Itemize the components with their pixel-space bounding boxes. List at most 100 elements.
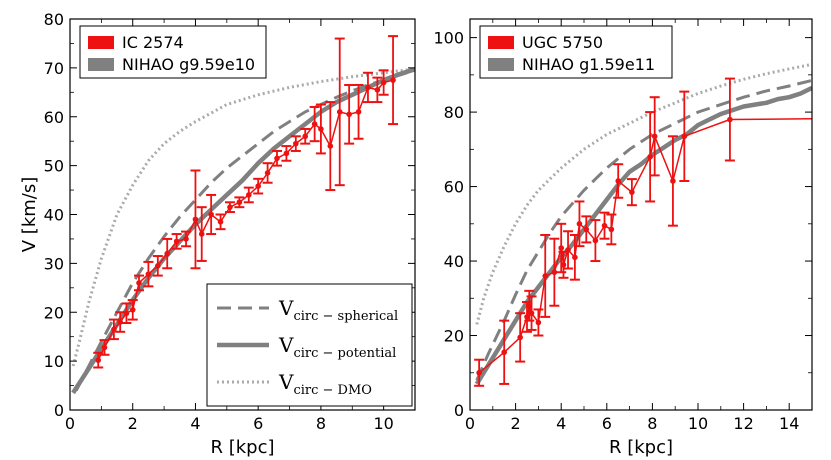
- model-legend-v: V: [278, 370, 294, 394]
- observed-point: [572, 254, 578, 261]
- y-tick-label: 100: [433, 29, 464, 48]
- series-spherical-line: [74, 68, 415, 392]
- observed-point: [327, 143, 334, 149]
- observed-point: [629, 189, 635, 195]
- model-legend-v: V: [278, 333, 294, 357]
- observed-point: [576, 221, 583, 227]
- series-legend: IC 2574 NIHAO g9.59e10: [79, 25, 267, 79]
- y-tick-label: 40: [44, 206, 64, 225]
- legend-swatch-observed: [488, 36, 514, 49]
- observed-point: [374, 87, 381, 93]
- observed-point: [390, 77, 396, 83]
- legend-label: UGC 5750: [522, 33, 603, 52]
- legend-swatch-potential: [88, 58, 114, 71]
- observed-point: [164, 250, 171, 257]
- observed-point: [302, 133, 309, 140]
- observed-point: [283, 150, 290, 157]
- observed-point: [615, 178, 621, 184]
- observed-point: [651, 133, 658, 140]
- plot-area: [71, 35, 415, 395]
- y-tick-label: 70: [44, 59, 64, 78]
- observed-point: [245, 192, 252, 198]
- observed-point: [129, 307, 136, 313]
- observed-point: [145, 271, 152, 277]
- series-spherical-line: [475, 78, 812, 381]
- observed-tail-line: [729, 118, 812, 121]
- x-tick-label: 4: [190, 414, 200, 433]
- observed-point: [336, 109, 343, 115]
- observed-point: [173, 238, 180, 245]
- y-tick-label: 20: [444, 327, 464, 346]
- x-tick-label: 2: [511, 414, 521, 433]
- model-legend-sub: circ − spherical: [293, 309, 398, 324]
- observed-point: [535, 319, 542, 326]
- legend-swatch-potential: [488, 58, 514, 71]
- observed-point: [560, 261, 567, 268]
- observed-point: [95, 357, 102, 363]
- observed-point: [681, 133, 688, 140]
- x-tick-label: 0: [65, 414, 75, 433]
- observed-point: [670, 178, 676, 184]
- observed-point: [346, 111, 352, 118]
- y-tick-label: 20: [44, 303, 64, 322]
- series-dmo-line: [475, 62, 812, 325]
- x-tick-label: 6: [602, 414, 612, 433]
- observed-point: [183, 236, 189, 242]
- y-tick-label: 0: [54, 401, 64, 420]
- observed-point: [198, 231, 205, 237]
- observed-point: [217, 219, 224, 225]
- x-axis-label: R [kpc]: [609, 437, 673, 458]
- observed-point: [101, 344, 108, 351]
- observed-point: [236, 199, 243, 206]
- observed-point: [111, 326, 117, 333]
- observed-point: [293, 140, 299, 147]
- model-legend-label: Vcirc − potential: [278, 333, 396, 361]
- observed-point: [565, 247, 571, 253]
- observed-point: [517, 334, 523, 341]
- series-legend: UGC 5750 NIHAO g1.59e11: [479, 25, 673, 79]
- observed-point: [365, 84, 371, 91]
- observed-point: [647, 153, 653, 160]
- observed-point: [208, 211, 214, 218]
- observed-point: [476, 369, 482, 376]
- observed-point: [542, 273, 549, 279]
- model-legend-sub: circ − potential: [293, 346, 396, 361]
- x-tick-label: 8: [316, 414, 326, 433]
- y-tick-label: 60: [444, 178, 464, 197]
- legend-label: NIHAO g9.59e10: [122, 55, 255, 74]
- observed-point: [551, 269, 558, 276]
- y-tick-label: 80: [44, 10, 64, 29]
- x-tick-label: 12: [733, 414, 753, 433]
- model-legend-v: V: [278, 296, 294, 320]
- model-legend-label: Vcirc − DMO: [278, 370, 372, 398]
- series-potential-line: [474, 85, 812, 386]
- legend-swatch-observed: [88, 36, 114, 49]
- series-potential-line: [71, 67, 415, 395]
- observed-point: [601, 222, 608, 229]
- x-tick-label: 0: [465, 414, 475, 433]
- left-panel: 0 2 4 6 8 10 0 10 20 30 40 50 60 70 80 R [kpc] V [km/s] I…: [19, 10, 416, 458]
- y-axis-label: V [km/s]: [19, 177, 40, 252]
- observed-point: [583, 226, 590, 233]
- observed-point: [501, 349, 508, 356]
- observed-point: [123, 310, 130, 317]
- model-legend-sub: circ − DMO: [293, 383, 371, 398]
- observed-point: [380, 79, 387, 86]
- x-tick-label: 4: [556, 414, 566, 433]
- observed-point: [727, 116, 733, 123]
- observed-point: [136, 280, 142, 286]
- observed-point: [608, 226, 615, 233]
- observed-point: [255, 183, 261, 189]
- observed-line: [478, 118, 731, 374]
- observed-point: [318, 126, 324, 132]
- observed-point: [227, 204, 233, 210]
- x-tick-label: 2: [128, 414, 138, 433]
- observed-point: [355, 109, 362, 115]
- observed-point: [192, 216, 199, 223]
- legend-label: IC 2574: [122, 33, 184, 52]
- observed-point: [274, 155, 280, 162]
- y-tick-label: 80: [444, 103, 464, 122]
- observed-point: [311, 121, 318, 127]
